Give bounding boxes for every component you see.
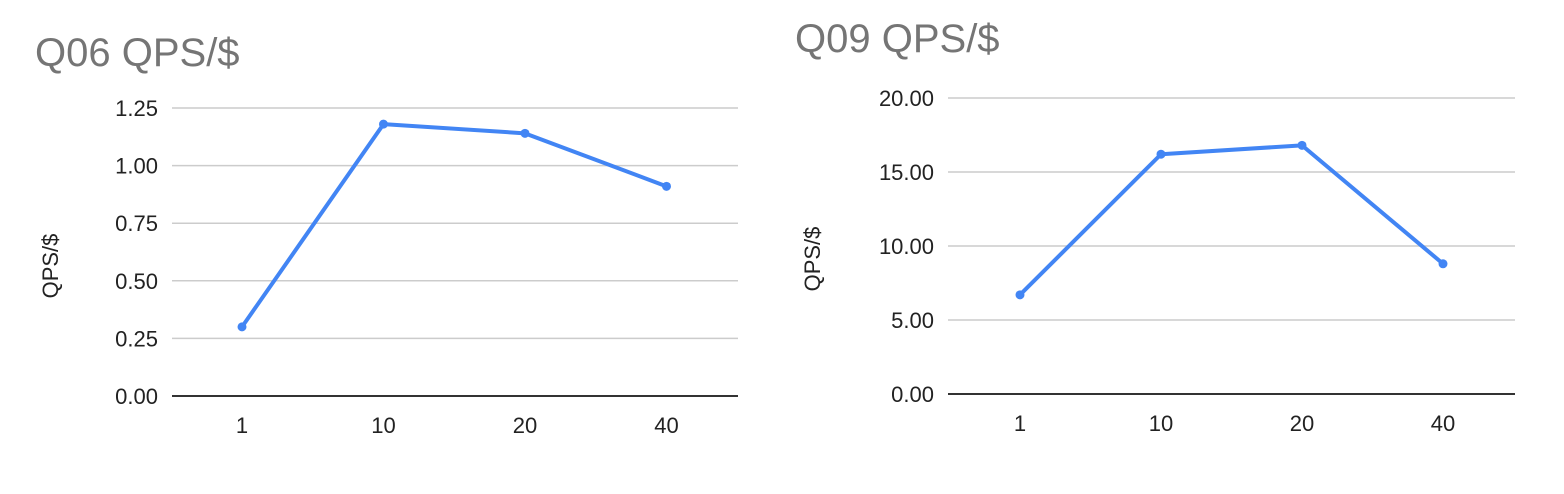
- series-line: [240, 122, 669, 329]
- chart-title: Q09 QPS/$: [795, 17, 1000, 61]
- data-point: [1297, 140, 1307, 150]
- y-tick-label: 0.00: [891, 382, 934, 407]
- y-tick-label: 1.00: [115, 154, 158, 179]
- series-layer: [237, 119, 671, 332]
- y-tick-label: 5.00: [891, 308, 934, 333]
- x-tick-label: 20: [1290, 411, 1314, 436]
- y-tick-labels: 0.00 0.25 0.50 0.75 1.00 1.25: [115, 96, 158, 409]
- data-point: [1015, 290, 1025, 300]
- x-tick-label: 1: [236, 413, 248, 438]
- data-point: [1438, 259, 1448, 269]
- x-tick-label: 10: [1149, 411, 1173, 436]
- y-tick-label: 0.25: [115, 326, 158, 351]
- series-line: [1018, 143, 1445, 297]
- y-tick-label: 15.00: [879, 160, 934, 185]
- chart-q06: Q06 QPS/$ QPS/$ 0.00 0.25 0.50 0.75 1.00 1.25…: [35, 31, 738, 438]
- x-tick-label: 20: [513, 413, 537, 438]
- gridlines: [948, 97, 1515, 395]
- data-point: [1156, 149, 1166, 159]
- y-tick-label: 0.00: [115, 384, 158, 409]
- y-tick-label: 1.25: [115, 96, 158, 121]
- y-axis-label: QPS/$: [800, 227, 825, 292]
- x-tick-label: 40: [1431, 411, 1455, 436]
- y-tick-label: 10.00: [879, 234, 934, 259]
- x-tick-labels: 1 10 20 40: [1014, 411, 1455, 436]
- y-tick-label: 0.75: [115, 211, 158, 236]
- data-point: [662, 181, 671, 191]
- gridlines: [172, 107, 738, 397]
- x-tick-label: 10: [371, 413, 395, 438]
- y-tick-label: 0.50: [115, 269, 158, 294]
- x-tick-labels: 1 10 20 40: [236, 413, 679, 438]
- series-layer: [1015, 140, 1448, 300]
- data-point: [237, 322, 247, 332]
- y-tick-label: 20.00: [879, 86, 934, 111]
- data-point: [520, 128, 530, 138]
- chart-q09: Q09 QPS/$ QPS/$ 0.005.0010.0015.0020.00 …: [795, 17, 1515, 436]
- data-point: [379, 119, 388, 129]
- x-tick-label: 40: [654, 413, 678, 438]
- y-axis-label: QPS/$: [38, 234, 63, 299]
- x-tick-label: 1: [1014, 411, 1026, 436]
- chart-title: Q06 QPS/$: [35, 31, 240, 75]
- y-tick-labels: 0.00 5.00 10.00 15.00 20.00: [879, 86, 934, 407]
